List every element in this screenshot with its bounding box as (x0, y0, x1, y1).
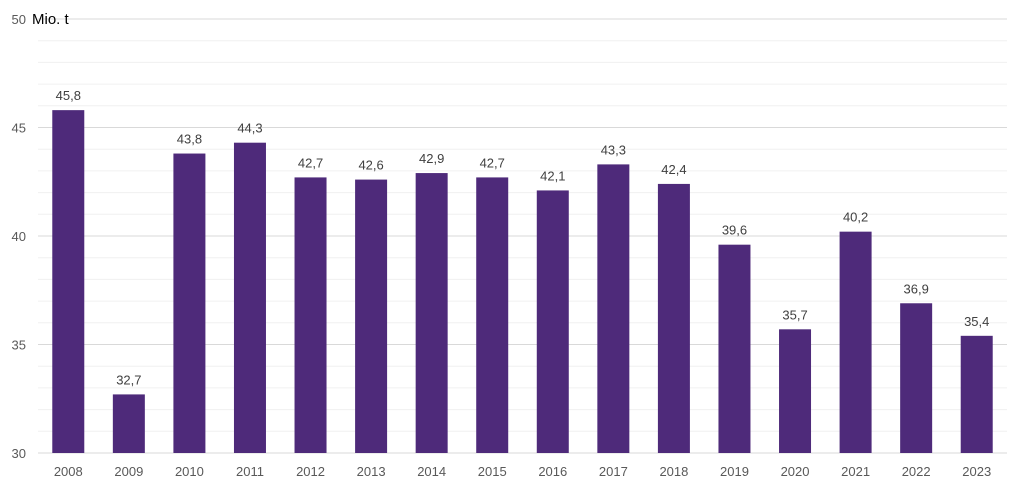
data-label-2022: 36,9 (904, 281, 929, 296)
y-unit-label: Mio. t (32, 11, 70, 28)
x-tick-label-2013: 2013 (357, 464, 386, 479)
x-tick-label-2009: 2009 (114, 464, 143, 479)
bar-2019 (718, 244, 751, 453)
data-label-2021: 40,2 (843, 210, 868, 225)
x-tick-label-2015: 2015 (478, 464, 507, 479)
bar-2014 (415, 173, 448, 453)
bar-2009 (112, 394, 145, 453)
bar-2008 (52, 110, 85, 453)
bars (52, 110, 993, 454)
bar-2018 (657, 183, 690, 454)
x-tick-label-2020: 2020 (781, 464, 810, 479)
x-tick-label-2016: 2016 (538, 464, 567, 479)
data-label-2014: 42,9 (419, 151, 444, 166)
data-label-2018: 42,4 (661, 162, 686, 177)
bar-2013 (355, 179, 388, 453)
bar-2017 (597, 164, 630, 453)
bar-2023 (960, 335, 993, 453)
bar-2011 (233, 142, 266, 453)
y-tick-label: 45 (12, 121, 26, 136)
bar-2021 (839, 231, 872, 453)
data-label-2017: 43,3 (601, 142, 626, 157)
bar-2020 (779, 329, 812, 453)
y-tick-label: 50 (12, 12, 26, 27)
data-label-2019: 39,6 (722, 223, 747, 238)
data-label-2013: 42,6 (358, 158, 383, 173)
data-label-2012: 42,7 (298, 155, 323, 170)
x-tick-label-2010: 2010 (175, 464, 204, 479)
data-label-2010: 43,8 (177, 132, 202, 147)
data-label-2011: 44,3 (237, 121, 262, 136)
y-tick-label: 40 (12, 229, 26, 244)
bar-2022 (900, 303, 933, 453)
data-label-2020: 35,7 (782, 307, 807, 322)
y-tick-label: 30 (12, 446, 26, 461)
x-tick-label-2023: 2023 (962, 464, 991, 479)
bar-2015 (476, 177, 509, 453)
data-label-2015: 42,7 (480, 155, 505, 170)
bar-2016 (536, 190, 569, 453)
x-tick-label-2018: 2018 (659, 464, 688, 479)
data-label-2009: 32,7 (116, 372, 141, 387)
bar-2012 (294, 177, 327, 453)
y-tick-label: 35 (12, 338, 26, 353)
x-tick-label-2021: 2021 (841, 464, 870, 479)
bar-2010 (173, 153, 206, 454)
x-tick-label-2008: 2008 (54, 464, 83, 479)
data-label-2023: 35,4 (964, 314, 989, 329)
x-tick-label-2011: 2011 (236, 464, 264, 479)
x-tick-label-2017: 2017 (599, 464, 628, 479)
x-tick-label-2019: 2019 (720, 464, 749, 479)
data-label-2008: 45,8 (56, 88, 81, 103)
x-axis: 2008 2009 2010 2011 2012 2013 2014 2015 2016 2017… (54, 464, 991, 479)
x-tick-label-2022: 2022 (902, 464, 931, 479)
data-label-2016: 42,1 (540, 168, 565, 183)
x-tick-label-2012: 2012 (296, 464, 325, 479)
data-labels: 45,8 32,7 43,8 44,3 42,7 42,6 42,9 42,7 42,1 43,3… (56, 88, 990, 387)
y-axis: 30 35 40 45 50 (12, 12, 26, 461)
x-tick-label-2014: 2014 (417, 464, 446, 479)
